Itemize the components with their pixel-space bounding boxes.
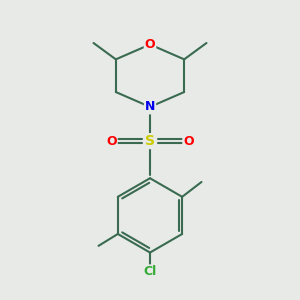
- Text: Cl: Cl: [143, 266, 157, 278]
- Text: O: O: [106, 135, 117, 148]
- Text: O: O: [183, 135, 194, 148]
- Text: S: S: [145, 134, 155, 148]
- Text: N: N: [145, 100, 155, 113]
- Text: O: O: [145, 38, 155, 51]
